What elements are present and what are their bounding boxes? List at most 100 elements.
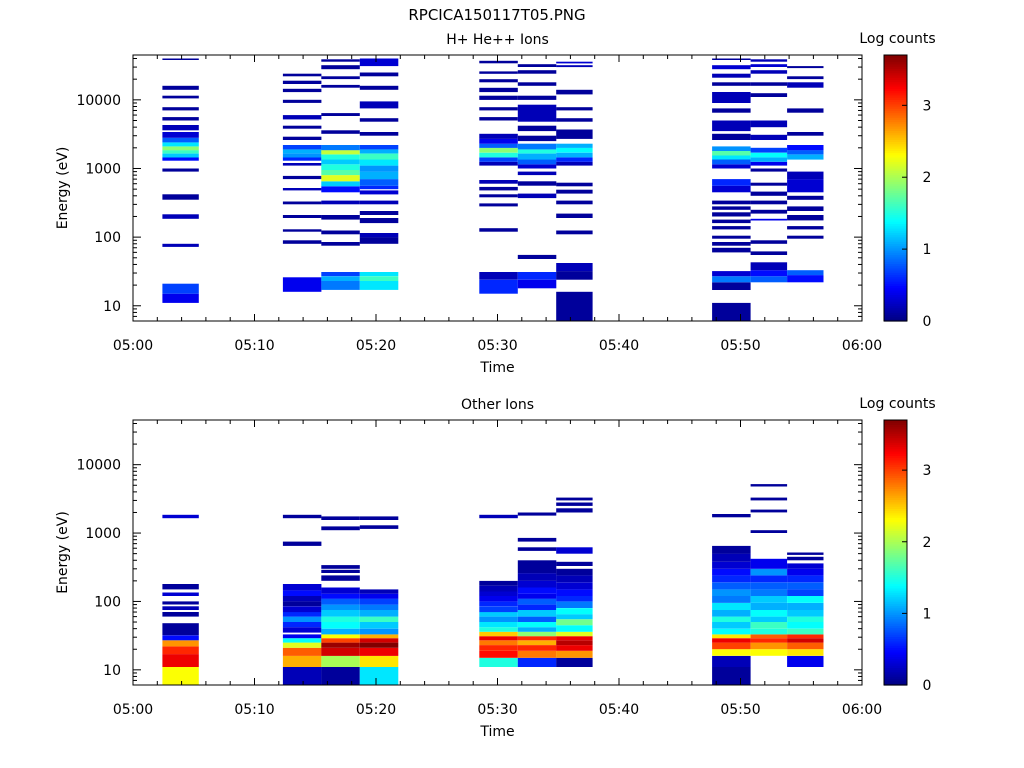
colorbar-segment [884, 101, 907, 105]
colorbar-segment [884, 301, 907, 304]
colorbar-segment [884, 638, 907, 642]
colorbar-segment [884, 645, 907, 649]
heatmap-cell [321, 154, 360, 160]
heatmap-cell [162, 606, 199, 610]
colorbar-segment [884, 592, 907, 596]
heatmap-cell [556, 291, 593, 321]
colorbar-segment [884, 192, 907, 196]
heatmap-cell [750, 638, 788, 643]
heatmap-cell [282, 229, 322, 232]
heatmap-cell [787, 82, 824, 88]
heatmap-cell [517, 95, 557, 100]
heatmap-cell [517, 593, 557, 599]
heatmap-cell [479, 514, 518, 519]
colorbar-segment [884, 676, 907, 679]
heatmap-cell [517, 616, 557, 622]
colorbar-segment [884, 110, 907, 114]
heatmap-cell [787, 596, 824, 603]
heatmap-cell [479, 580, 518, 586]
heatmap-cell [359, 145, 399, 150]
heatmap-cell [750, 59, 788, 62]
colorbar-segment [884, 601, 907, 604]
heatmap-cell [712, 146, 751, 151]
heatmap-cell [712, 247, 751, 253]
colorbar-segment [884, 119, 907, 123]
heatmap-cell [517, 143, 557, 150]
heatmap-cell [712, 642, 751, 650]
heatmap-cell [479, 272, 518, 280]
heatmap-cell [282, 115, 322, 120]
heatmap-cell [787, 563, 824, 569]
colorbar-segment [884, 261, 907, 264]
colorbar-segment [884, 174, 907, 178]
colorbar-segment [884, 439, 907, 443]
heatmap-cell [479, 657, 518, 667]
heatmap-cell [712, 185, 751, 193]
heatmap-cell [359, 153, 399, 160]
colorbar-segment [884, 128, 907, 131]
colorbar-segment [884, 643, 907, 646]
panel-title: Other Ions [461, 397, 534, 413]
heatmap-cell [359, 159, 399, 166]
colorbar-segment [884, 517, 907, 520]
heatmap-cell [712, 242, 751, 246]
colorbar-segment [884, 603, 907, 607]
heatmap-cell [750, 582, 788, 590]
heatmap-cell [162, 623, 199, 636]
heatmap-cell [750, 191, 788, 196]
colorbar-segment [884, 77, 907, 80]
heatmap-cell [282, 136, 322, 140]
colorbar-segment [884, 181, 907, 185]
colorbar-segment [884, 497, 907, 501]
heatmap-cell [359, 634, 399, 639]
heatmap-cell [479, 107, 518, 111]
heatmap-cell [750, 218, 788, 221]
colorbar-segment [884, 285, 907, 289]
colorbar-segment [884, 159, 907, 162]
heatmap-cell [359, 132, 399, 136]
heatmap-cell [321, 170, 360, 176]
colorbar-segment [884, 552, 907, 556]
colorbar-segment [884, 466, 907, 470]
heatmap-cell [556, 65, 593, 68]
colorbar-segment [884, 521, 907, 525]
panels: 05:00 05:10 05:20 05:30 05:40 05:50 06:0010100… [55, 31, 936, 740]
heatmap-cell [750, 93, 788, 97]
colorbar-segment [884, 678, 907, 682]
colorbar-segment [884, 629, 907, 633]
heatmap-cell [517, 70, 557, 74]
colorbar-segment [884, 477, 907, 481]
colorbar-segment [884, 550, 907, 554]
heatmap-cell [359, 211, 399, 215]
colorbar-segment [884, 238, 907, 242]
heatmap-cell [787, 556, 824, 561]
heatmap-cell [321, 565, 360, 569]
colorbar-segment [884, 481, 907, 485]
heatmap-cell [750, 616, 788, 622]
colorbar-segment [884, 579, 907, 582]
heatmap-cells [162, 484, 824, 685]
colorbar-segment [884, 673, 907, 677]
heatmap-cell [359, 171, 399, 180]
heatmap-cell [359, 72, 399, 77]
y-tick-label: 100 [94, 594, 121, 610]
colorbar-segment [884, 205, 907, 209]
colorbar-segment [884, 176, 907, 180]
heatmap-cell [787, 610, 824, 617]
heatmap-cell [556, 263, 593, 272]
heatmap-cell [282, 647, 322, 656]
colorbar-segment [884, 114, 907, 118]
colorbar-segment [884, 576, 907, 580]
heatmap-cell [321, 159, 360, 165]
colorbar-segment [884, 194, 907, 198]
colorbar-segment [884, 86, 907, 89]
colorbar-segment [884, 654, 907, 657]
heatmap-cell [787, 642, 824, 650]
colorbar-segment [884, 475, 907, 479]
heatmap-cell [359, 610, 399, 617]
colorbar-segment [884, 484, 907, 487]
heatmap-cell [359, 58, 399, 67]
heatmap-cell [787, 179, 824, 193]
heatmap-cell [282, 145, 322, 150]
heatmap-cell [321, 242, 360, 246]
